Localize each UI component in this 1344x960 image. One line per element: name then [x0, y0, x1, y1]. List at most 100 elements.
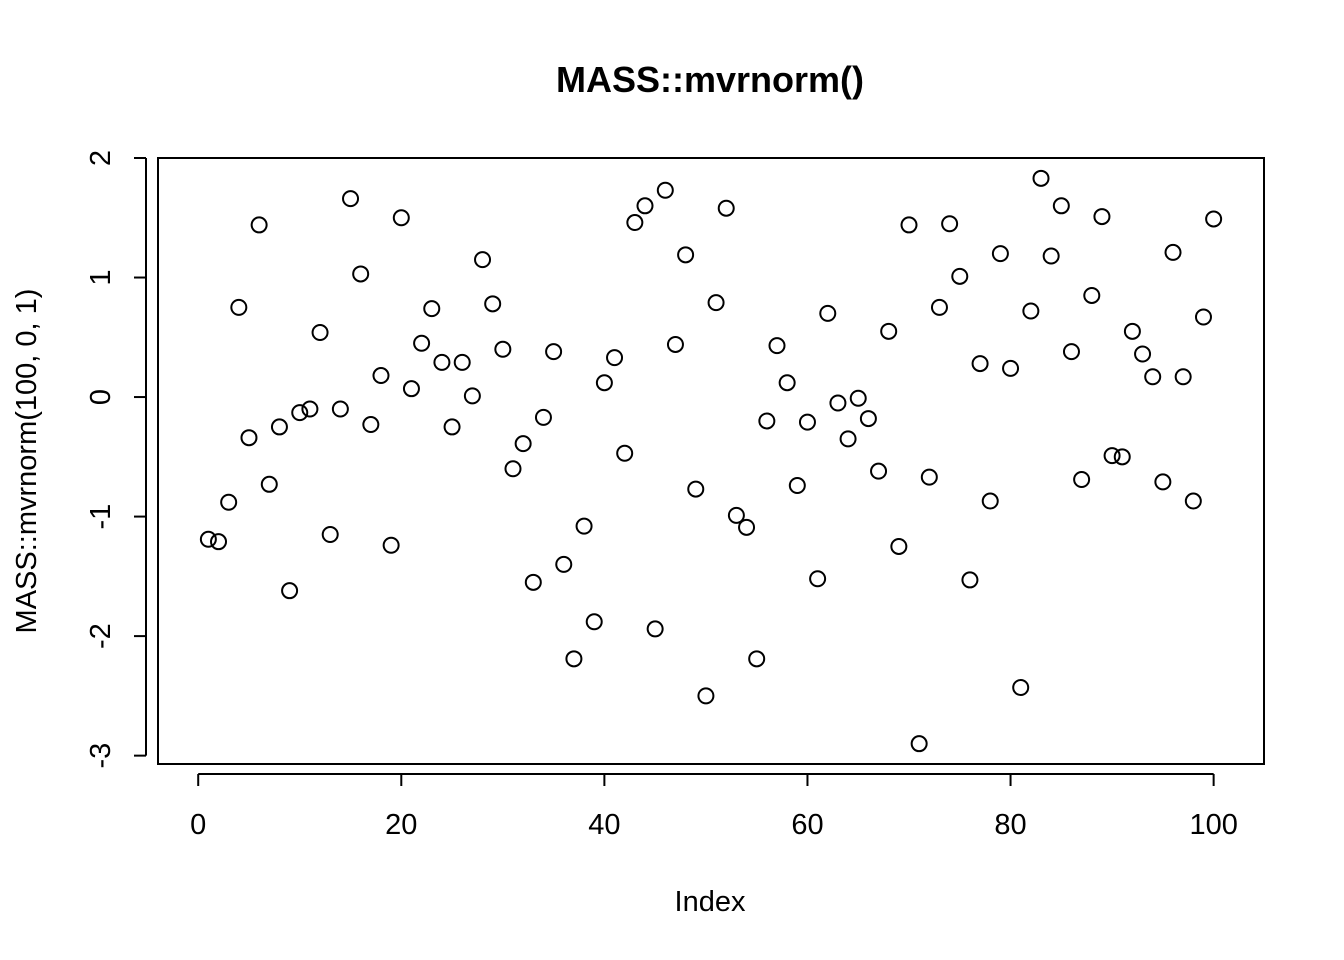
data-point [301, 400, 319, 418]
data-point [321, 526, 339, 544]
data-point [392, 209, 410, 227]
x-axis: 0 20 40 60 80 100 [190, 773, 1238, 841]
data-point [342, 190, 360, 208]
data-point [494, 340, 512, 358]
plot-frame [157, 157, 1265, 765]
data-point [697, 687, 715, 705]
x-axis-label: Index [675, 886, 746, 918]
data-point [1174, 368, 1192, 386]
data-point [281, 582, 299, 600]
data-point [687, 480, 705, 498]
data-point [1052, 197, 1070, 215]
data-point [961, 571, 979, 589]
data-point [1113, 448, 1131, 466]
data-point [788, 477, 806, 495]
data-point [1012, 679, 1030, 697]
data-point [920, 468, 938, 486]
data-point [413, 334, 431, 352]
data-point [971, 355, 989, 373]
data-point [941, 215, 959, 233]
chart-title: MASS::mvrnorm() [556, 59, 864, 100]
data-point [900, 216, 918, 234]
data-point [504, 460, 522, 478]
data-point [819, 304, 837, 322]
data-point [991, 245, 1009, 263]
data-point [849, 389, 867, 407]
data-point [677, 246, 695, 264]
y-tick-label: 1 [85, 269, 117, 285]
y-tick-label: -3 [85, 743, 117, 769]
data-point [859, 410, 877, 428]
data-point [748, 650, 766, 668]
data-point [839, 430, 857, 448]
data-point [1123, 322, 1141, 340]
data-point [707, 294, 725, 312]
data-point [829, 394, 847, 412]
data-point [453, 353, 471, 371]
data-point [1103, 447, 1121, 465]
data-point [1164, 243, 1182, 261]
data-point [1205, 210, 1223, 228]
data-point [1022, 302, 1040, 320]
x-tick-label: 20 [385, 809, 417, 841]
y-axis: -3 -2 -1 0 1 2 [85, 150, 147, 769]
data-point [1134, 345, 1152, 363]
data-point [291, 404, 309, 422]
data-point [484, 295, 502, 313]
data-point [1083, 286, 1101, 304]
data-point [1154, 473, 1172, 491]
data-point [382, 536, 400, 554]
data-point [423, 300, 441, 318]
data-point [474, 251, 492, 269]
data-point [981, 492, 999, 510]
y-tick-label: 0 [85, 389, 117, 405]
data-point [727, 506, 745, 524]
data-point [514, 435, 532, 453]
data-point [606, 349, 624, 367]
data-point [656, 181, 674, 199]
data-point [199, 530, 217, 548]
data-point [717, 199, 735, 217]
data-point [758, 412, 776, 430]
data-point [372, 367, 390, 385]
data-point [565, 650, 583, 668]
data-point [616, 444, 634, 462]
y-tick-label: -1 [85, 504, 117, 530]
data-point [362, 416, 380, 434]
data-point [890, 537, 908, 555]
data-point [1073, 471, 1091, 489]
data-point [545, 343, 563, 361]
data-point [626, 214, 644, 232]
data-point [555, 555, 573, 573]
data-point [575, 517, 593, 535]
data-point [880, 322, 898, 340]
data-point [585, 613, 603, 631]
data-point [1194, 308, 1212, 326]
data-point [738, 518, 756, 536]
data-point [951, 267, 969, 285]
data-point [331, 400, 349, 418]
data-point [402, 380, 420, 398]
x-tick-label: 60 [791, 809, 823, 841]
data-point [240, 429, 258, 447]
data-point [809, 570, 827, 588]
data-point [798, 413, 816, 431]
data-point [433, 353, 451, 371]
data-point [636, 197, 654, 215]
data-point [1032, 169, 1050, 187]
data-point [930, 298, 948, 316]
data-point [524, 573, 542, 591]
x-tick-label: 80 [994, 809, 1026, 841]
data-point [352, 265, 370, 283]
data-point [778, 374, 796, 392]
data-point [311, 324, 329, 342]
x-tick-label: 40 [588, 809, 620, 841]
data-point [646, 620, 664, 638]
y-tick-label: 2 [85, 150, 117, 166]
data-point [463, 387, 481, 405]
y-tick-label: -2 [85, 623, 117, 649]
data-point [1093, 208, 1111, 226]
data-point [270, 418, 288, 436]
data-point [910, 735, 928, 753]
